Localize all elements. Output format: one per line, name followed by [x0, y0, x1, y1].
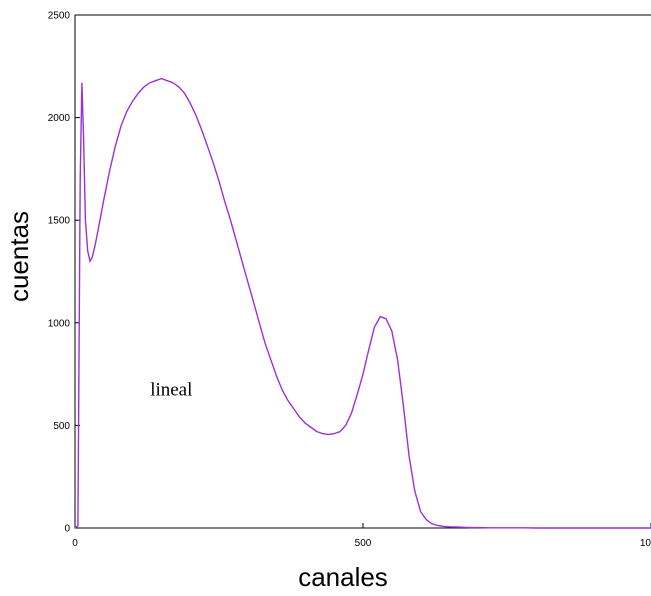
plot-frame: [74, 14, 651, 529]
x-axis-label: canales: [298, 562, 388, 592]
x-tick-label: 1000: [640, 538, 651, 549]
plot-area: 0 500 1000 1500 2000 2500 0 500 1000: [48, 11, 651, 549]
x-tick-label: 500: [355, 538, 372, 549]
annotation-label: lineal: [150, 380, 192, 401]
y-tick-label: 2000: [48, 113, 71, 124]
series-line: [74, 77, 651, 529]
x-tick-label: 0: [72, 538, 78, 549]
x-axis-ticks: 0 500 1000: [72, 523, 651, 549]
y-tick-label: 1500: [48, 216, 71, 227]
y-tick-label: 0: [64, 524, 70, 535]
y-axis-label: cuentas: [4, 211, 34, 302]
y-tick-label: 2500: [48, 11, 71, 22]
y-tick-label: 1000: [48, 318, 71, 329]
y-tick-label: 500: [53, 421, 70, 432]
